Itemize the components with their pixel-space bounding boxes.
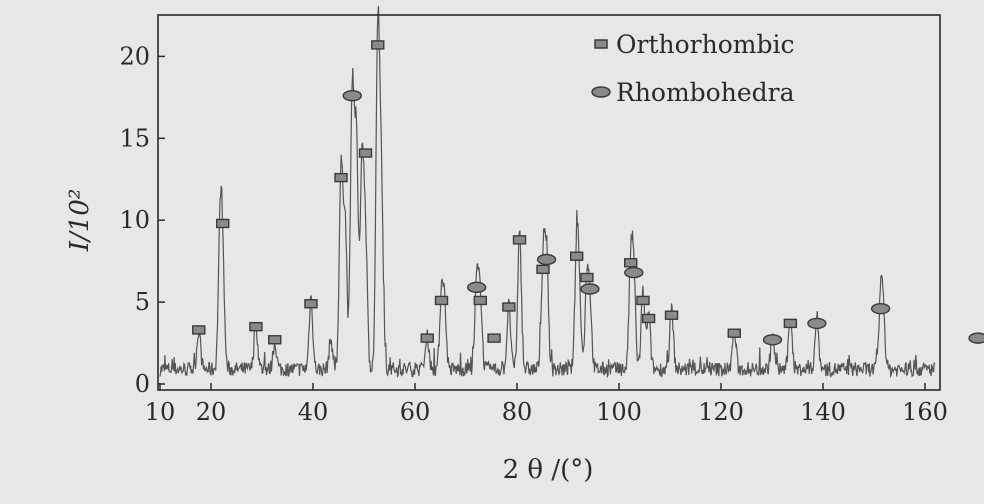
y-tick-label: 10 — [119, 206, 150, 234]
y-tick-label: 20 — [119, 42, 150, 70]
rhombohedral-marker — [342, 89, 362, 102]
x-tick-label: 80 — [502, 398, 533, 426]
legend-marker-orthorhombic — [594, 39, 608, 49]
rhombohedral-marker — [467, 281, 487, 294]
x-tick-label: 60 — [400, 398, 431, 426]
rhombohedral-marker — [624, 266, 644, 279]
rhombohedral-marker — [580, 283, 600, 295]
orthorhombic-marker — [473, 295, 487, 306]
legend-label-rhombohedra: Rhombohedra — [616, 78, 795, 107]
legend-marker-rhombohedra — [591, 86, 611, 98]
x-tick-label: 10 — [145, 398, 176, 426]
orthorhombic-marker — [664, 310, 679, 320]
orthorhombic-marker — [580, 272, 594, 283]
legend: Orthorhombic Rhombohedra — [591, 30, 795, 107]
rhombohedral-marker — [870, 302, 891, 315]
y-axis-title: I/10² — [65, 189, 95, 253]
orthorhombic-marker — [783, 318, 798, 329]
rhombohedral-marker — [762, 334, 783, 346]
orthorhombic-marker — [192, 325, 206, 335]
orthorhombic-marker — [636, 295, 650, 306]
orthorhombic-marker — [371, 40, 385, 50]
rhombohedral-marker — [536, 253, 557, 266]
orthorhombic-marker — [268, 335, 282, 345]
orthorhombic-marker — [334, 172, 348, 183]
orthorhombic-marker — [502, 302, 516, 312]
rhombohedral-marker — [807, 317, 827, 330]
orthorhombic-marker — [727, 328, 741, 338]
orthorhombic-marker — [358, 148, 373, 158]
orthorhombic-marker — [536, 264, 550, 275]
x-tick-label: 160 — [902, 398, 948, 426]
orthorhombic-marker — [512, 235, 527, 245]
orthorhombic-marker — [420, 333, 434, 343]
orthorhombic-marker — [487, 333, 501, 343]
orthorhombic-marker — [249, 321, 263, 332]
orthorhombic-marker — [216, 218, 230, 229]
y-tick-label: 5 — [135, 288, 150, 316]
orthorhombic-marker — [641, 313, 656, 324]
x-tick-label: 100 — [596, 398, 642, 426]
x-tick-label: 20 — [196, 398, 227, 426]
plot-frame — [157, 14, 941, 391]
x-tick-label: 40 — [298, 398, 329, 426]
orthorhombic-marker — [304, 299, 318, 309]
orthorhombic-marker — [434, 295, 449, 306]
y-tick-label: 0 — [135, 370, 150, 398]
x-tick-label: 120 — [698, 398, 744, 426]
orthorhombic-marker — [569, 251, 584, 261]
x-tick-label: 140 — [800, 398, 846, 426]
x-axis-title: 2 θ /(°) — [503, 455, 594, 485]
orthorhombic-marker — [624, 258, 638, 268]
y-tick-label: 15 — [119, 124, 150, 152]
legend-label-orthorhombic: Orthorhombic — [616, 30, 794, 59]
rhombohedral-marker — [968, 332, 984, 344]
